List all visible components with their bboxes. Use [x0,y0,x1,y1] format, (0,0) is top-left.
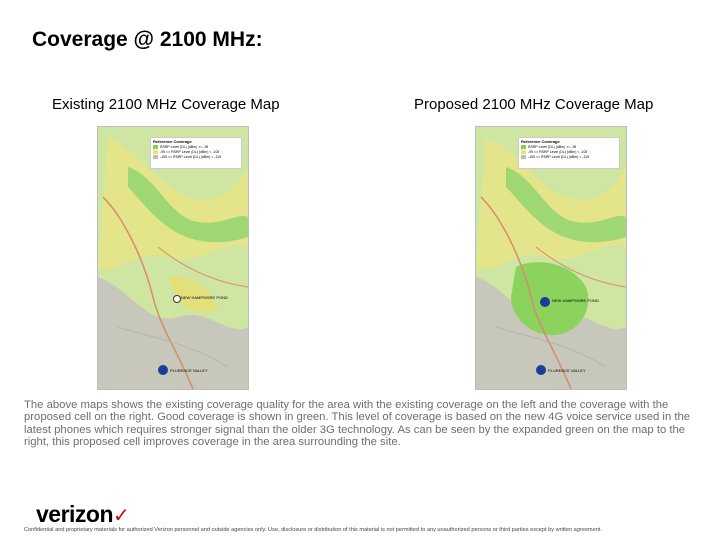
proposed-legend-label-poor: -105 <= RSRP Level (DL) (dBm) < -115 [528,155,590,159]
existing-legend-label-poor: -105 <= RSRP Level (DL) (dBm) < -115 [160,155,222,159]
proposed-site-marker [540,297,550,307]
existing-site-marker [173,295,181,303]
proposed-legend-row-fair: -95 <= RSRP Level (DL) (dBm) < -105 [521,150,617,154]
existing-site-label: NEW HAMPSHIRE POND [181,295,228,300]
existing-map-caption: Existing 2100 MHz Coverage Map [52,96,280,113]
proposed-legend-label-fair: -95 <= RSRP Level (DL) (dBm) < -105 [528,150,588,154]
existing-map-graphic [98,127,248,389]
slide-title: Coverage @ 2100 MHz: [32,28,263,51]
proposed-legend-title: Reference Coverage [521,139,560,144]
proposed-map-caption: Proposed 2100 MHz Coverage Map [414,96,654,113]
existing-site2-marker [158,365,168,375]
existing-legend-label-fair: -95 <= RSRP Level (DL) (dBm) < -105 [160,150,220,154]
proposed-map-legend: Reference Coverage RSRP Level (DL) (dBm)… [518,137,620,169]
proposed-legend-label-good: RSRP Level (DL) (dBm) >= -95 [528,145,577,149]
logo-check-icon: ✓ [113,505,130,527]
existing-legend-row-poor: -105 <= RSRP Level (DL) (dBm) < -115 [153,155,239,159]
logo-wordmark: verizon [36,501,114,527]
proposed-coverage-map: Reference Coverage RSRP Level (DL) (dBm)… [475,126,627,390]
existing-site2-label: PLURENCE VALLEY [170,368,208,373]
proposed-site2-marker [536,365,546,375]
existing-legend-swatch-good [153,145,158,149]
existing-map-legend: Reference Coverage RSRP Level (DL) (dBm)… [150,137,242,169]
confidentiality-footer: Confidential and proprietary materials f… [24,527,602,533]
existing-legend-swatch-poor [153,155,158,159]
proposed-legend-row-good: RSRP Level (DL) (dBm) >= -95 [521,145,617,149]
proposed-map-graphic [476,127,626,389]
proposed-legend-row-poor: -105 <= RSRP Level (DL) (dBm) < -115 [521,155,617,159]
proposed-legend-swatch-poor [521,155,526,159]
existing-coverage-map: Reference Coverage RSRP Level (DL) (dBm)… [97,126,249,390]
existing-legend-label-good: RSRP Level (DL) (dBm) >= -95 [160,145,209,149]
existing-legend-row-fair: -95 <= RSRP Level (DL) (dBm) < -105 [153,150,239,154]
proposed-legend-swatch-fair [521,150,526,154]
verizon-logo: verizon✓ [36,501,130,528]
coverage-description: The above maps shows the existing covera… [24,399,691,449]
existing-legend-swatch-fair [153,150,158,154]
existing-legend-row-good: RSRP Level (DL) (dBm) >= -95 [153,145,239,149]
proposed-legend-swatch-good [521,145,526,149]
proposed-site-label: NEW HAMPSHIRE POND [552,298,599,303]
existing-legend-title: Reference Coverage [153,139,192,144]
proposed-site2-label: PLURENCE VALLEY [548,368,586,373]
